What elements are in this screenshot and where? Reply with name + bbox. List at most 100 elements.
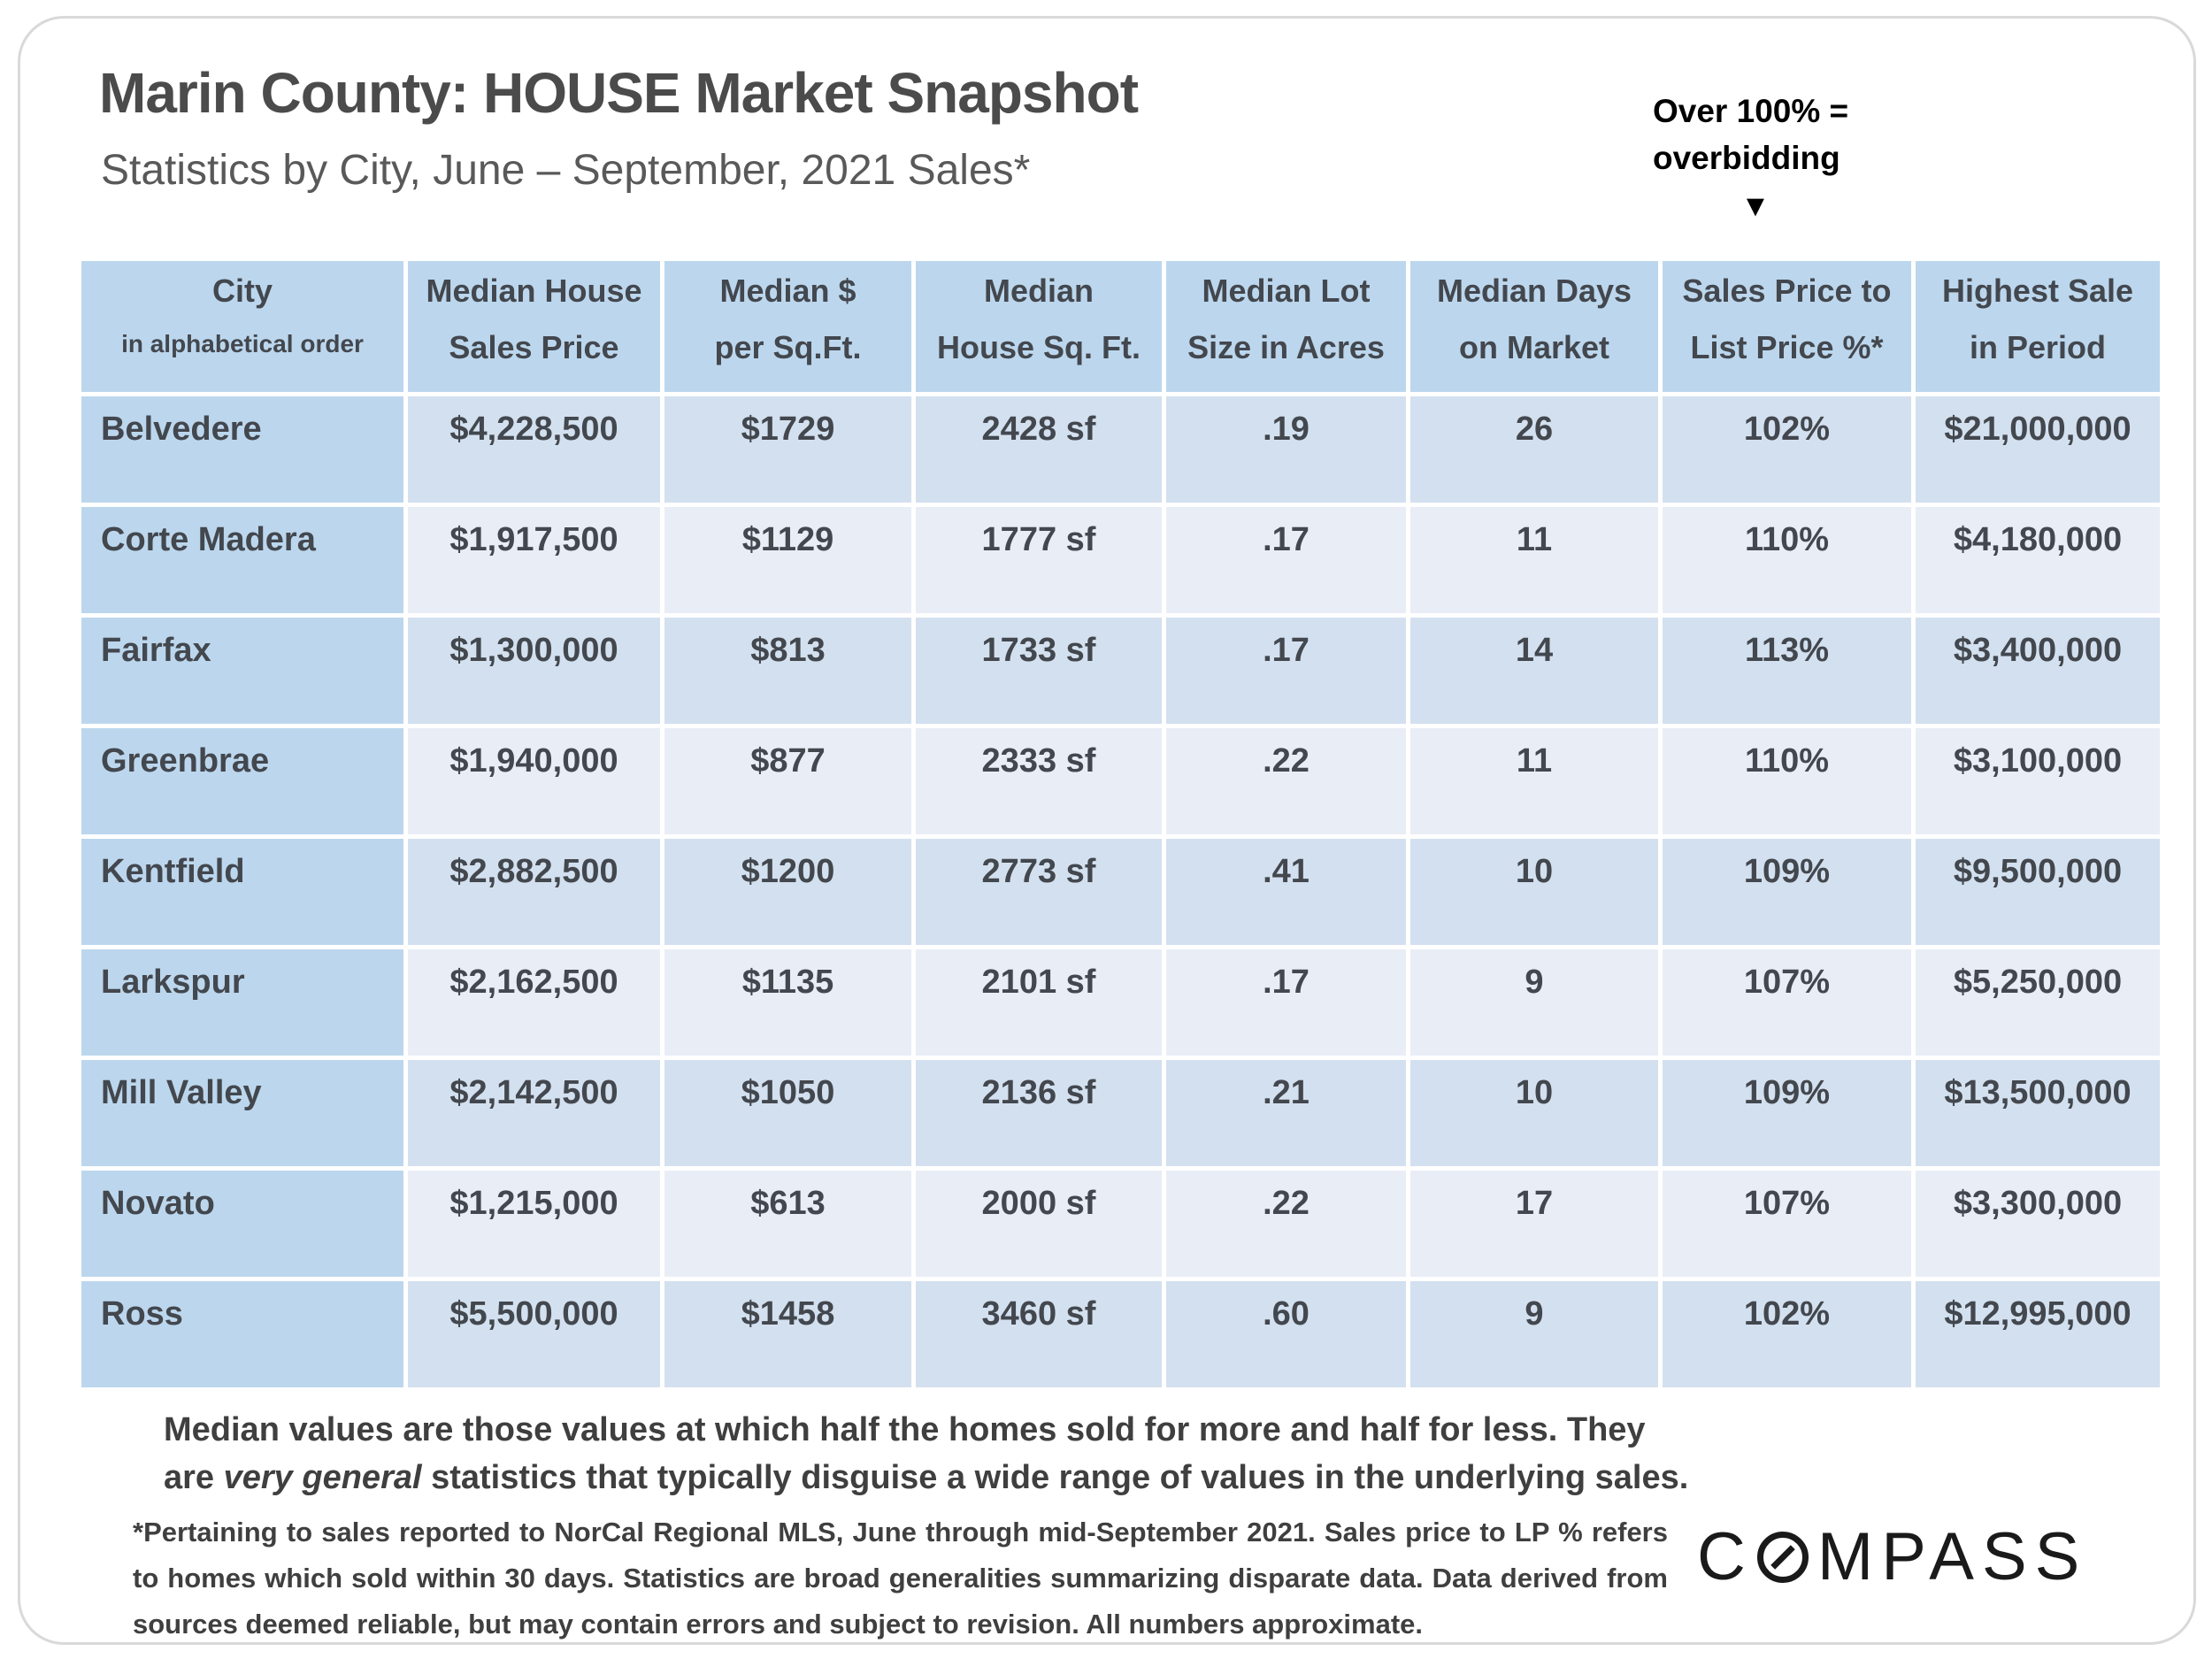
column-header-subtitle: Size in Acres (1187, 329, 1385, 365)
data-cell: .17 (1166, 949, 1406, 1056)
city-cell: Ross (81, 1281, 403, 1387)
data-cell: 110% (1663, 728, 1911, 834)
data-cell: $1050 (664, 1060, 911, 1166)
data-cell: $1,917,500 (408, 507, 660, 613)
data-cell: $5,500,000 (408, 1281, 660, 1387)
data-cell: 1777 sf (916, 507, 1162, 613)
data-cell: 109% (1663, 839, 1911, 945)
data-cell: $3,400,000 (1916, 618, 2160, 724)
city-cell: Greenbrae (81, 728, 403, 834)
note-italic: very general (223, 1458, 422, 1496)
data-cell: 9 (1410, 1281, 1658, 1387)
data-cell: .17 (1166, 507, 1406, 613)
data-cell: .41 (1166, 839, 1406, 945)
data-cell: .22 (1166, 1171, 1406, 1277)
data-cell: 10 (1410, 1060, 1658, 1166)
column-header-title: Median House (426, 273, 642, 309)
data-cell: 113% (1663, 618, 1911, 724)
data-cell: 2333 sf (916, 728, 1162, 834)
data-cell: 110% (1663, 507, 1911, 613)
data-cell: 26 (1410, 396, 1658, 503)
column-header-title: Median Lot (1202, 273, 1371, 309)
overbidding-note: Over 100% = overbidding ▼ (1653, 88, 1918, 227)
data-cell: .21 (1166, 1060, 1406, 1166)
data-cell: $21,000,000 (1916, 396, 2160, 503)
data-cell: 2773 sf (916, 839, 1162, 945)
data-cell: $5,250,000 (1916, 949, 2160, 1056)
column-header-price-per-sqft: Median $ per Sq.Ft. (664, 261, 911, 392)
data-cell: 102% (1663, 1281, 1911, 1387)
city-cell: Mill Valley (81, 1060, 403, 1166)
column-header-title: Highest Sale (1941, 273, 2134, 309)
data-cell: 2428 sf (916, 396, 1162, 503)
data-cell: $1129 (664, 507, 911, 613)
column-header-title: Median Days (1436, 273, 1632, 309)
data-cell: $1,215,000 (408, 1171, 660, 1277)
data-cell: .17 (1166, 618, 1406, 724)
data-cell: 3460 sf (916, 1281, 1162, 1387)
data-cell: .60 (1166, 1281, 1406, 1387)
page-title: Marin County: HOUSE Market Snapshot (99, 61, 1139, 125)
data-cell: $613 (664, 1171, 911, 1277)
data-cell: .22 (1166, 728, 1406, 834)
data-cell: $9,500,000 (1916, 839, 2160, 945)
column-header-title: City (211, 273, 273, 309)
column-header-lot-size: Median Lot Size in Acres (1166, 261, 1406, 392)
data-cell: 109% (1663, 1060, 1911, 1166)
column-header-city: City in alphabetical order (81, 261, 403, 392)
data-cell: $4,180,000 (1916, 507, 2160, 613)
data-cell: $1200 (664, 839, 911, 945)
data-cell: $1135 (664, 949, 911, 1056)
median-definition-note: Median values are those values at which … (164, 1407, 1694, 1502)
data-cell: $3,100,000 (1916, 728, 2160, 834)
data-cell: 2000 sf (916, 1171, 1162, 1277)
data-cell: 17 (1410, 1171, 1658, 1277)
note-part2: statistics that typically disguise a wid… (421, 1458, 1689, 1496)
column-header-subtitle: per Sq.Ft. (714, 329, 862, 365)
city-cell: Corte Madera (81, 507, 403, 613)
column-header-days-on-market: Median Days on Market (1410, 261, 1658, 392)
column-header-house-sqft: Median House Sq. Ft. (916, 261, 1162, 392)
data-cell: 107% (1663, 949, 1911, 1056)
data-cell: 10 (1410, 839, 1658, 945)
data-cell: $1,300,000 (408, 618, 660, 724)
compass-logo: C MPASS (1697, 1524, 2087, 1591)
data-cell: $1729 (664, 396, 911, 503)
data-cell: $2,882,500 (408, 839, 660, 945)
data-cell: .19 (1166, 396, 1406, 503)
column-header-highest-sale: Highest Sale in Period (1916, 261, 2160, 392)
page-subtitle: Statistics by City, June – September, 20… (101, 147, 1031, 194)
disclaimer-fineprint: *Pertaining to sales reported to NorCal … (133, 1517, 1668, 1640)
data-cell: 14 (1410, 618, 1658, 724)
data-cell: 9 (1410, 949, 1658, 1056)
column-header-subtitle: House Sq. Ft. (936, 329, 1141, 365)
column-header-subtitle: in alphabetical order (121, 330, 364, 357)
data-cell: 2136 sf (916, 1060, 1162, 1166)
data-cell: $813 (664, 618, 911, 724)
note-part1: Median values are those values at which … (164, 1411, 1646, 1496)
city-cell: Novato (81, 1171, 403, 1277)
data-cell: $3,300,000 (1916, 1171, 2160, 1277)
city-cell: Fairfax (81, 618, 403, 724)
city-cell: Larkspur (81, 949, 403, 1056)
data-cell: $2,142,500 (408, 1060, 660, 1166)
column-header-subtitle: Sales Price (449, 329, 619, 365)
data-cell: $12,995,000 (1916, 1281, 2160, 1387)
city-cell: Belvedere (81, 396, 403, 503)
data-cell: $1,940,000 (408, 728, 660, 834)
data-cell: 102% (1663, 396, 1911, 503)
data-cell: $1458 (664, 1281, 911, 1387)
data-cell: 11 (1410, 728, 1658, 834)
data-cell: $13,500,000 (1916, 1060, 2160, 1166)
data-cell: 1733 sf (916, 618, 1162, 724)
column-header-title: Median $ (719, 273, 856, 309)
logo-letters-mpass: MPASS (1816, 1519, 2088, 1594)
column-header-subtitle: List Price %* (1690, 329, 1884, 365)
down-triangle-icon: ▼ (1740, 189, 1770, 224)
market-stats-table: City in alphabetical order Median House … (81, 261, 2160, 1387)
data-cell: $877 (664, 728, 911, 834)
data-cell: 2101 sf (916, 949, 1162, 1056)
overbidding-note-line1: Over 100% = (1653, 93, 1849, 129)
overbidding-note-line2: overbidding (1653, 139, 1840, 176)
